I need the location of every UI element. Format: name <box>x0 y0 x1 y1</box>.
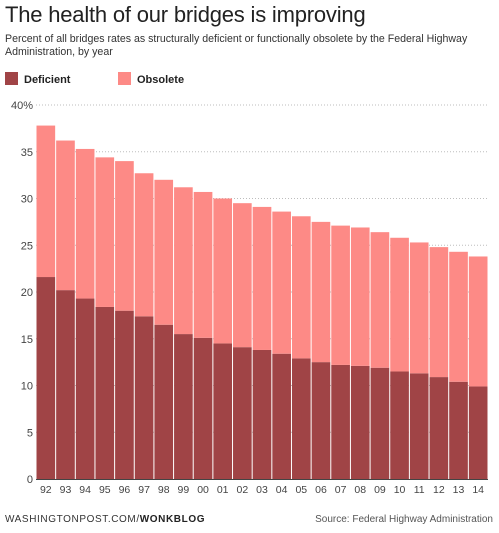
x-tick-label: 06 <box>315 484 327 496</box>
bar-deficient <box>154 324 174 479</box>
bar-deficient <box>291 358 311 479</box>
x-tick-label: 14 <box>472 484 484 496</box>
bar-deficient <box>311 362 331 479</box>
x-tick-label: 94 <box>79 484 91 496</box>
x-tick-label: 05 <box>295 484 307 496</box>
footer-credit: Source: Federal Highway Administration <box>315 514 493 525</box>
bar-obsolete <box>174 187 193 335</box>
y-tick-label: 30 <box>21 194 33 206</box>
bar-obsolete <box>429 247 449 378</box>
bar-deficient <box>36 277 56 479</box>
x-tick-label: 09 <box>374 484 386 496</box>
bar-deficient <box>134 316 154 479</box>
bar-obsolete <box>36 125 56 278</box>
bar-deficient <box>331 364 350 479</box>
bar-obsolete <box>331 225 350 365</box>
legend-item-obsolete: Obsolete <box>118 72 184 86</box>
legend-label-obsolete: Obsolete <box>137 74 185 86</box>
y-tick-label: 0 <box>27 474 33 486</box>
chart-title: The health of our bridges is improving <box>5 2 366 27</box>
x-tick-label: 02 <box>237 484 249 496</box>
bar-deficient <box>272 353 291 479</box>
x-tick-label: 04 <box>276 484 288 496</box>
x-tick-label: 99 <box>178 484 190 496</box>
bar-deficient <box>429 377 449 479</box>
bar-obsolete <box>193 191 213 338</box>
x-tick-label: 03 <box>256 484 268 496</box>
bar-obsolete <box>95 157 115 307</box>
y-tick-label: 5 <box>27 427 33 439</box>
bar-obsolete <box>291 216 311 359</box>
bar-deficient <box>409 373 429 479</box>
bar-deficient <box>213 343 233 479</box>
x-tick-label: 07 <box>335 484 347 496</box>
y-tick-label: 15 <box>21 334 33 346</box>
x-tick-label: 10 <box>394 484 406 496</box>
x-tick-label: 08 <box>354 484 366 496</box>
bar-obsolete <box>409 242 429 374</box>
bar-deficient <box>233 347 252 479</box>
bar-obsolete <box>390 237 409 372</box>
bar-deficient <box>449 381 468 479</box>
y-tick-label: 10 <box>21 381 33 393</box>
footer-source: WASHINGTONPOST.COM/WONKBLOG <box>5 514 205 525</box>
bar-deficient <box>468 386 488 479</box>
legend-swatch-obsolete <box>118 72 131 85</box>
y-tick-label: 20 <box>21 287 33 299</box>
bar-deficient <box>115 310 134 479</box>
legend-label-deficient: Deficient <box>24 74 71 86</box>
x-tick-label: 01 <box>217 484 229 496</box>
y-tick-label: 25 <box>21 240 33 252</box>
x-tick-label: 97 <box>138 484 150 496</box>
bar-obsolete <box>272 211 291 354</box>
bar-deficient <box>56 290 75 479</box>
y-tick-label: 40% <box>11 100 33 112</box>
bar-deficient <box>75 298 95 479</box>
x-tick-label: 92 <box>40 484 52 496</box>
bar-deficient <box>370 367 390 479</box>
bar-obsolete <box>56 140 75 291</box>
bar-obsolete <box>134 173 154 317</box>
x-tick-label: 11 <box>414 484 425 496</box>
x-tick-label: 00 <box>197 484 209 496</box>
bar-obsolete <box>252 206 272 350</box>
legend-item-deficient: Deficient <box>5 72 70 86</box>
x-tick-label: 95 <box>99 484 111 496</box>
bar-deficient <box>174 334 193 479</box>
legend-swatch-deficient <box>5 72 18 85</box>
footer-source-brand: WONKBLOG <box>139 514 206 525</box>
bar-obsolete <box>350 227 370 366</box>
bar-obsolete <box>213 198 233 344</box>
x-tick-label: 13 <box>453 484 465 496</box>
x-tick-label: 96 <box>119 484 131 496</box>
x-tick-label: 12 <box>433 484 445 496</box>
bar-obsolete <box>115 161 134 311</box>
bar-obsolete <box>311 221 331 363</box>
chart-subtitle: Percent of all bridges rates as structur… <box>5 33 468 58</box>
bar-deficient <box>193 337 213 479</box>
bar-deficient <box>252 349 272 479</box>
bar-obsolete <box>75 148 95 299</box>
x-tick-label: 98 <box>158 484 170 496</box>
x-tick-label: 93 <box>60 484 72 496</box>
bar-deficient <box>350 365 370 479</box>
bar-obsolete <box>370 232 390 368</box>
bar-obsolete <box>233 203 252 348</box>
bar-obsolete <box>449 251 468 382</box>
bar-obsolete <box>154 179 174 325</box>
bar-obsolete <box>468 256 488 387</box>
footer-source-prefix: WASHINGTONPOST.COM/ <box>5 514 140 525</box>
bar-deficient <box>390 371 409 479</box>
y-tick-label: 35 <box>21 147 33 159</box>
bar-deficient <box>95 306 115 479</box>
